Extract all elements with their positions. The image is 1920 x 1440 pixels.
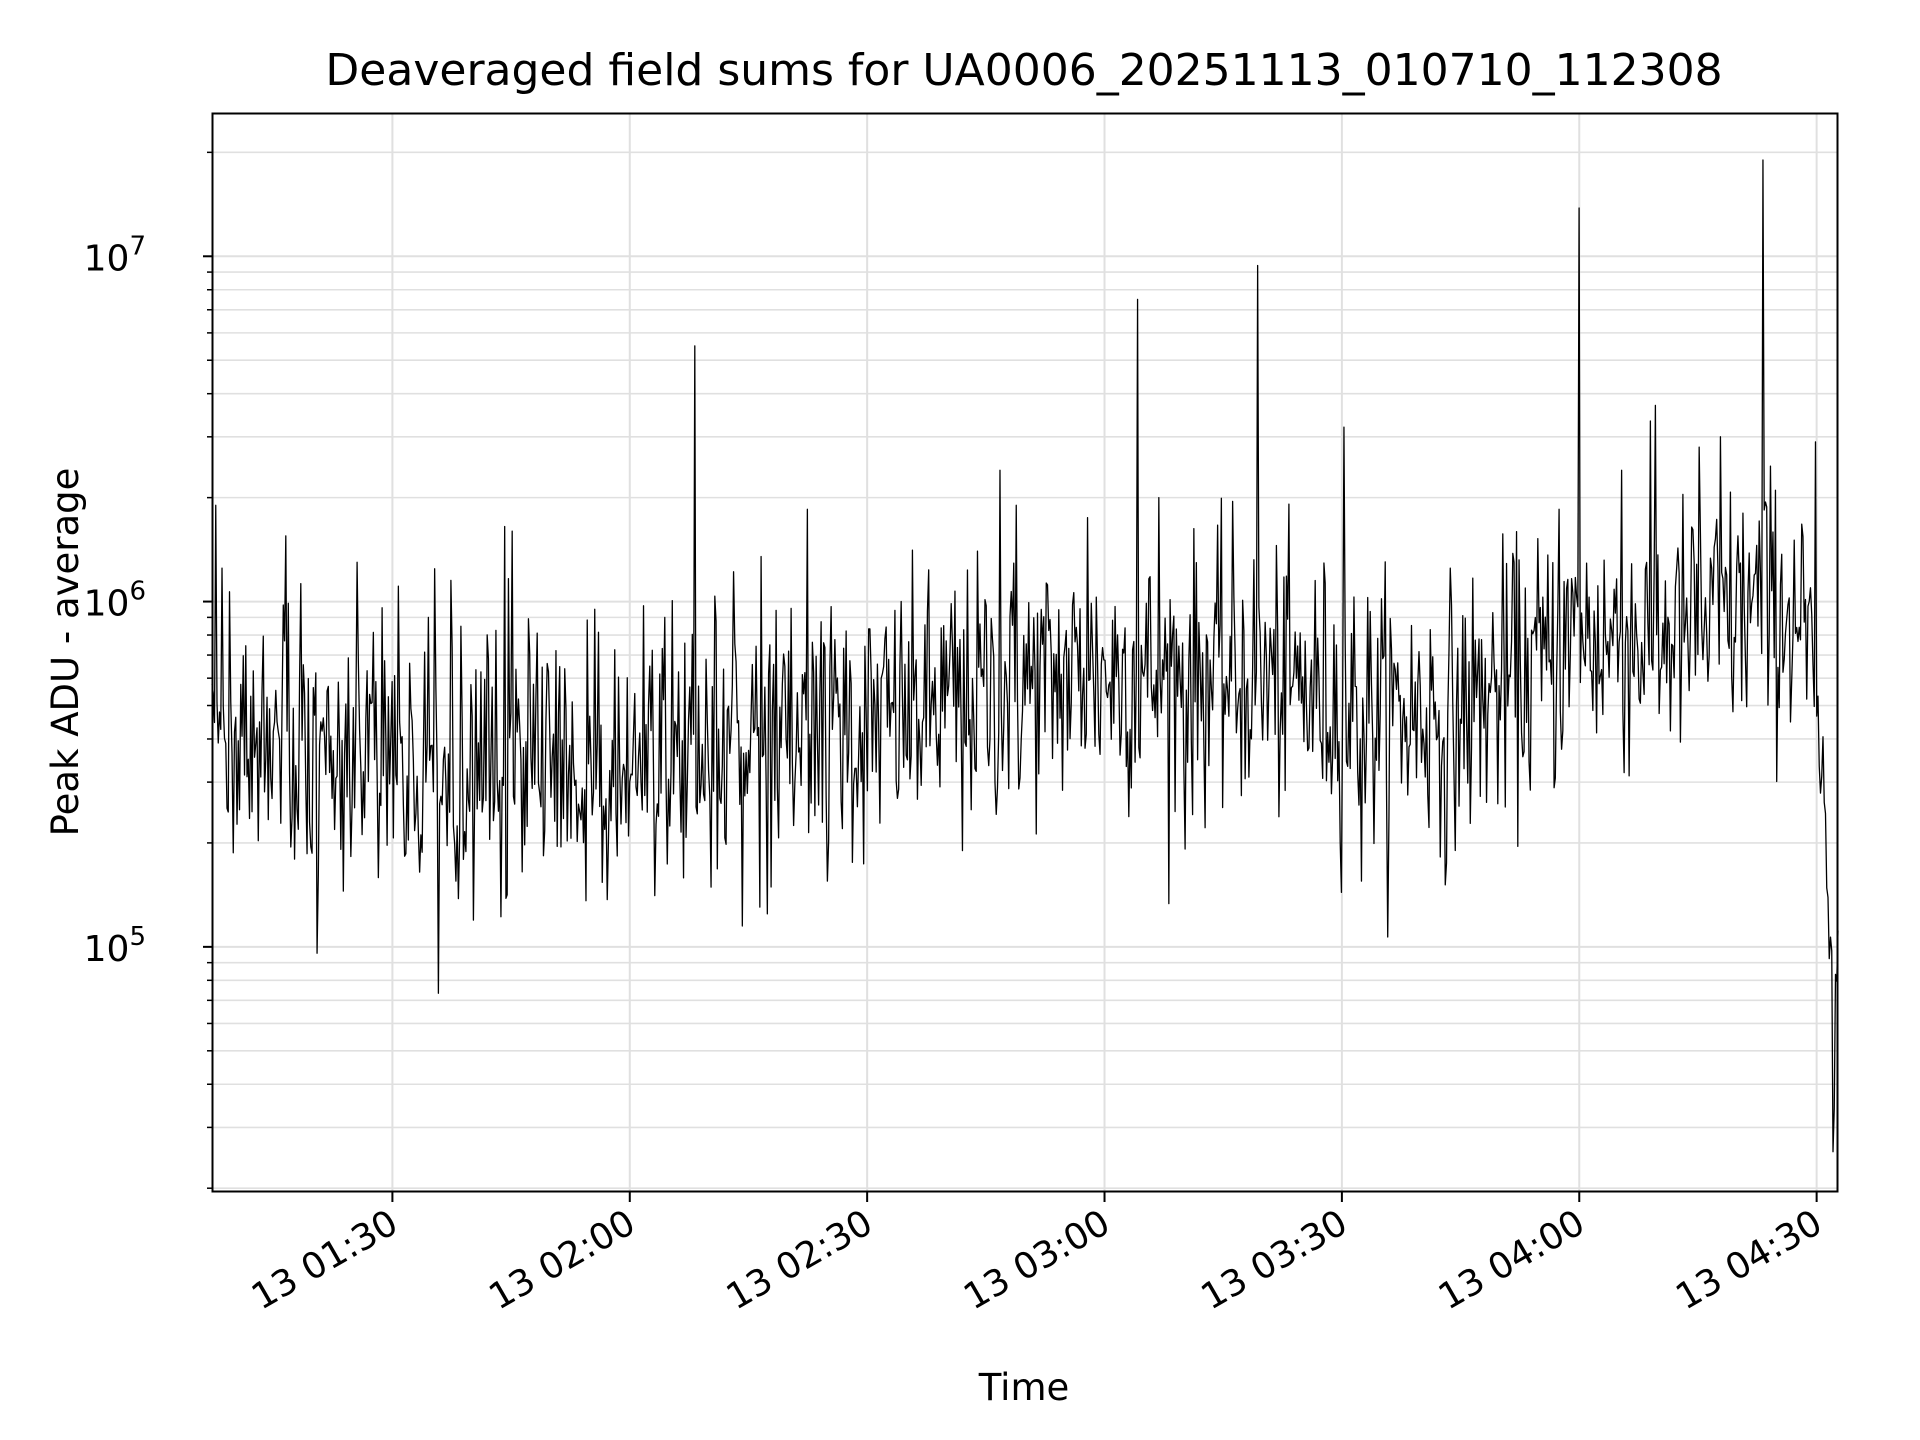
y-axis-ticks: 105 106 107 (84, 151, 212, 1189)
x-axis-label: Time (978, 1366, 1070, 1409)
y-tick-label: 107 (84, 231, 146, 279)
series-layer (211, 159, 1839, 1153)
series-line-peak-adu (211, 159, 1839, 1153)
plot-frame (211, 112, 1839, 1193)
y-tick-label: 106 (84, 577, 146, 625)
y-axis-label: Peak ADU - average (44, 468, 87, 837)
y-tick-label: 105 (84, 922, 146, 970)
chart-title: Deaveraged field sums for UA0006_2025111… (325, 45, 1722, 96)
